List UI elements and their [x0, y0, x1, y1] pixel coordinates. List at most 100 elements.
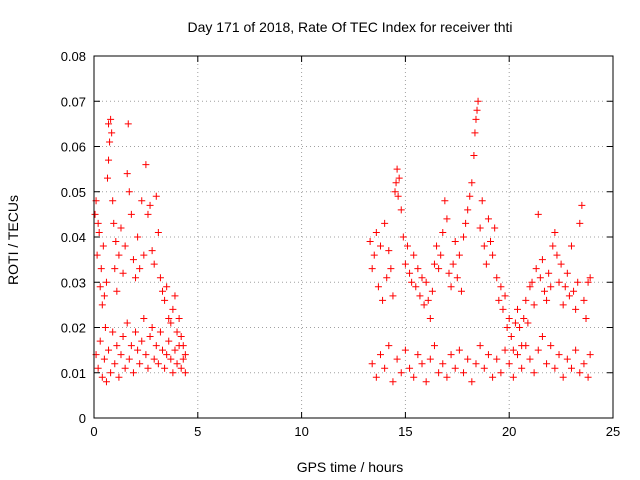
data-point	[401, 260, 409, 268]
data-point	[430, 260, 438, 268]
data-point	[534, 346, 542, 354]
data-point	[474, 97, 482, 105]
data-point	[470, 152, 478, 160]
grid-lines	[94, 56, 613, 418]
data-point	[557, 260, 565, 268]
data-point	[522, 342, 530, 350]
data-point	[460, 369, 468, 377]
data-point	[93, 251, 101, 259]
data-point	[393, 355, 401, 363]
data-point	[144, 364, 152, 372]
data-point	[106, 138, 114, 146]
data-point	[493, 355, 501, 363]
data-point	[526, 283, 534, 291]
data-point	[100, 355, 108, 363]
data-point	[451, 364, 459, 372]
data-point	[177, 333, 185, 341]
data-point	[534, 210, 542, 218]
data-point	[397, 206, 405, 214]
data-point	[94, 364, 102, 372]
data-point	[403, 242, 411, 250]
data-point	[576, 369, 584, 377]
data-point	[455, 251, 463, 259]
data-point	[418, 274, 426, 282]
data-point	[134, 233, 142, 241]
data-point	[493, 274, 501, 282]
data-point	[102, 278, 110, 286]
y-tick-label: 0.07	[61, 94, 86, 109]
data-point	[484, 351, 492, 359]
data-point	[167, 355, 175, 363]
data-point	[391, 188, 399, 196]
y-tick-label: 0.01	[61, 366, 86, 381]
data-point	[578, 201, 586, 209]
data-point	[96, 337, 104, 345]
data-point	[107, 369, 115, 377]
x-tick-label: 25	[606, 424, 620, 439]
data-point	[154, 360, 162, 368]
data-point	[376, 351, 384, 359]
data-point	[497, 283, 505, 291]
data-point	[514, 351, 522, 359]
data-point	[437, 251, 445, 259]
data-points	[91, 97, 594, 386]
data-point	[385, 247, 393, 255]
x-tick-label: 10	[294, 424, 308, 439]
data-point	[472, 360, 480, 368]
data-point	[376, 242, 384, 250]
data-point	[511, 319, 519, 327]
data-point	[370, 251, 378, 259]
x-tick-label: 15	[398, 424, 412, 439]
data-point	[112, 238, 120, 246]
data-point	[181, 351, 189, 359]
data-point	[163, 351, 171, 359]
x-tick-label: 0	[90, 424, 97, 439]
data-point	[142, 351, 150, 359]
data-point	[105, 156, 113, 164]
data-point	[528, 278, 536, 286]
data-point	[567, 364, 575, 372]
data-point	[567, 242, 575, 250]
data-point	[165, 337, 173, 345]
data-point	[426, 314, 434, 322]
data-point	[98, 301, 106, 309]
data-point	[441, 197, 449, 205]
data-point	[165, 314, 173, 322]
data-point	[543, 360, 551, 368]
data-point	[473, 106, 481, 114]
data-point	[124, 120, 132, 128]
data-point	[435, 369, 443, 377]
data-point	[161, 296, 169, 304]
data-point	[574, 278, 582, 286]
data-point	[387, 265, 395, 273]
data-point	[468, 378, 476, 386]
data-point	[368, 360, 376, 368]
data-point	[439, 360, 447, 368]
data-point	[501, 346, 509, 354]
y-tick-label: 0.02	[61, 321, 86, 336]
data-point	[505, 314, 513, 322]
data-point	[424, 296, 432, 304]
data-point	[580, 296, 588, 304]
data-point	[491, 224, 499, 232]
data-point	[536, 274, 544, 282]
data-point	[422, 378, 430, 386]
data-point	[393, 165, 401, 173]
data-point	[553, 251, 561, 259]
data-point	[132, 328, 140, 336]
data-point	[105, 120, 113, 128]
data-point	[150, 260, 158, 268]
data-point	[547, 283, 555, 291]
data-point	[125, 355, 133, 363]
data-point	[372, 228, 380, 236]
data-point	[576, 219, 584, 227]
data-point	[522, 296, 530, 304]
data-point	[117, 224, 125, 232]
data-point	[555, 351, 563, 359]
data-point	[125, 188, 133, 196]
y-tick-label: 0.03	[61, 275, 86, 290]
data-point	[372, 373, 380, 381]
data-point	[555, 278, 563, 286]
data-point	[394, 192, 402, 200]
